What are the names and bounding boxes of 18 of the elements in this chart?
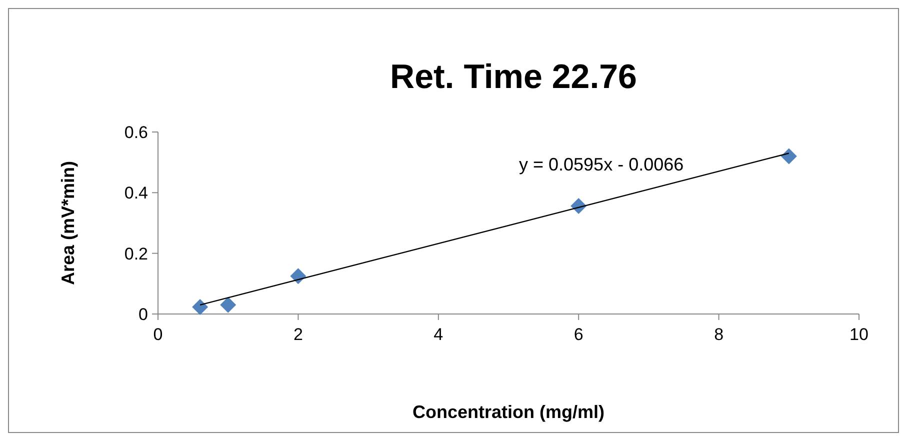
x-tick-label: 0	[153, 325, 163, 344]
x-tick-label: 2	[293, 325, 303, 344]
chart-title: Ret. Time 22.76	[390, 58, 637, 96]
x-tick-label: 8	[714, 325, 724, 344]
x-axis-title: Concentration (mg/ml)	[412, 402, 605, 422]
annotation: y = 0.0595x - 0.0066	[519, 154, 684, 174]
point	[192, 299, 208, 316]
y-axis-title: Area (mV*min)	[58, 160, 78, 286]
y-tick-label: 0.4	[124, 184, 148, 203]
x-tick-label: 10	[850, 325, 868, 344]
y-tick-label: 0.6	[124, 122, 148, 142]
point	[220, 296, 236, 313]
point	[780, 148, 797, 164]
x-tick-label: 6	[574, 325, 584, 344]
x-tick-label: 4	[434, 325, 444, 344]
y-tick-label: 0	[138, 304, 148, 324]
point	[290, 268, 306, 284]
y-tick-label: 0.2	[124, 244, 148, 264]
